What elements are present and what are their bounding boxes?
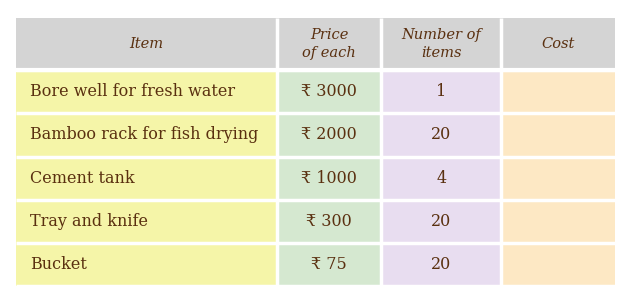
Text: 20: 20 bbox=[431, 256, 452, 273]
Text: ₹ 2000: ₹ 2000 bbox=[301, 126, 357, 143]
Text: ₹ 1000: ₹ 1000 bbox=[301, 170, 357, 187]
Bar bbox=[276, 200, 381, 243]
Text: ₹ 3000: ₹ 3000 bbox=[301, 83, 357, 100]
Bar bbox=[381, 243, 501, 286]
Text: Cement tank: Cement tank bbox=[30, 170, 134, 187]
Bar bbox=[501, 243, 615, 286]
Text: 4: 4 bbox=[436, 170, 447, 187]
Text: 20: 20 bbox=[431, 126, 452, 143]
Text: ₹ 300: ₹ 300 bbox=[306, 213, 352, 230]
Bar bbox=[381, 200, 501, 243]
Bar bbox=[16, 70, 276, 113]
Text: Bamboo rack for fish drying: Bamboo rack for fish drying bbox=[30, 126, 258, 143]
Bar bbox=[381, 70, 501, 113]
Text: ₹ 75: ₹ 75 bbox=[311, 256, 347, 273]
Text: Price
of each: Price of each bbox=[302, 28, 356, 60]
Text: Tray and knife: Tray and knife bbox=[30, 213, 148, 230]
Text: Bore well for fresh water: Bore well for fresh water bbox=[30, 83, 235, 100]
Bar bbox=[16, 113, 276, 156]
Bar bbox=[16, 243, 276, 286]
Bar bbox=[381, 156, 501, 200]
Bar bbox=[501, 70, 615, 113]
Bar bbox=[276, 156, 381, 200]
Bar bbox=[16, 156, 276, 200]
Bar bbox=[276, 243, 381, 286]
Bar bbox=[16, 18, 615, 70]
Text: 20: 20 bbox=[431, 213, 452, 230]
Bar bbox=[16, 200, 276, 243]
Bar bbox=[501, 200, 615, 243]
Bar bbox=[276, 70, 381, 113]
Bar bbox=[501, 156, 615, 200]
Text: Item: Item bbox=[129, 37, 163, 51]
Text: 1: 1 bbox=[436, 83, 447, 100]
Bar bbox=[276, 113, 381, 156]
Bar bbox=[381, 113, 501, 156]
Text: Bucket: Bucket bbox=[30, 256, 86, 273]
Text: Cost: Cost bbox=[541, 37, 575, 51]
Text: Number of
items: Number of items bbox=[401, 28, 481, 60]
Bar bbox=[501, 113, 615, 156]
